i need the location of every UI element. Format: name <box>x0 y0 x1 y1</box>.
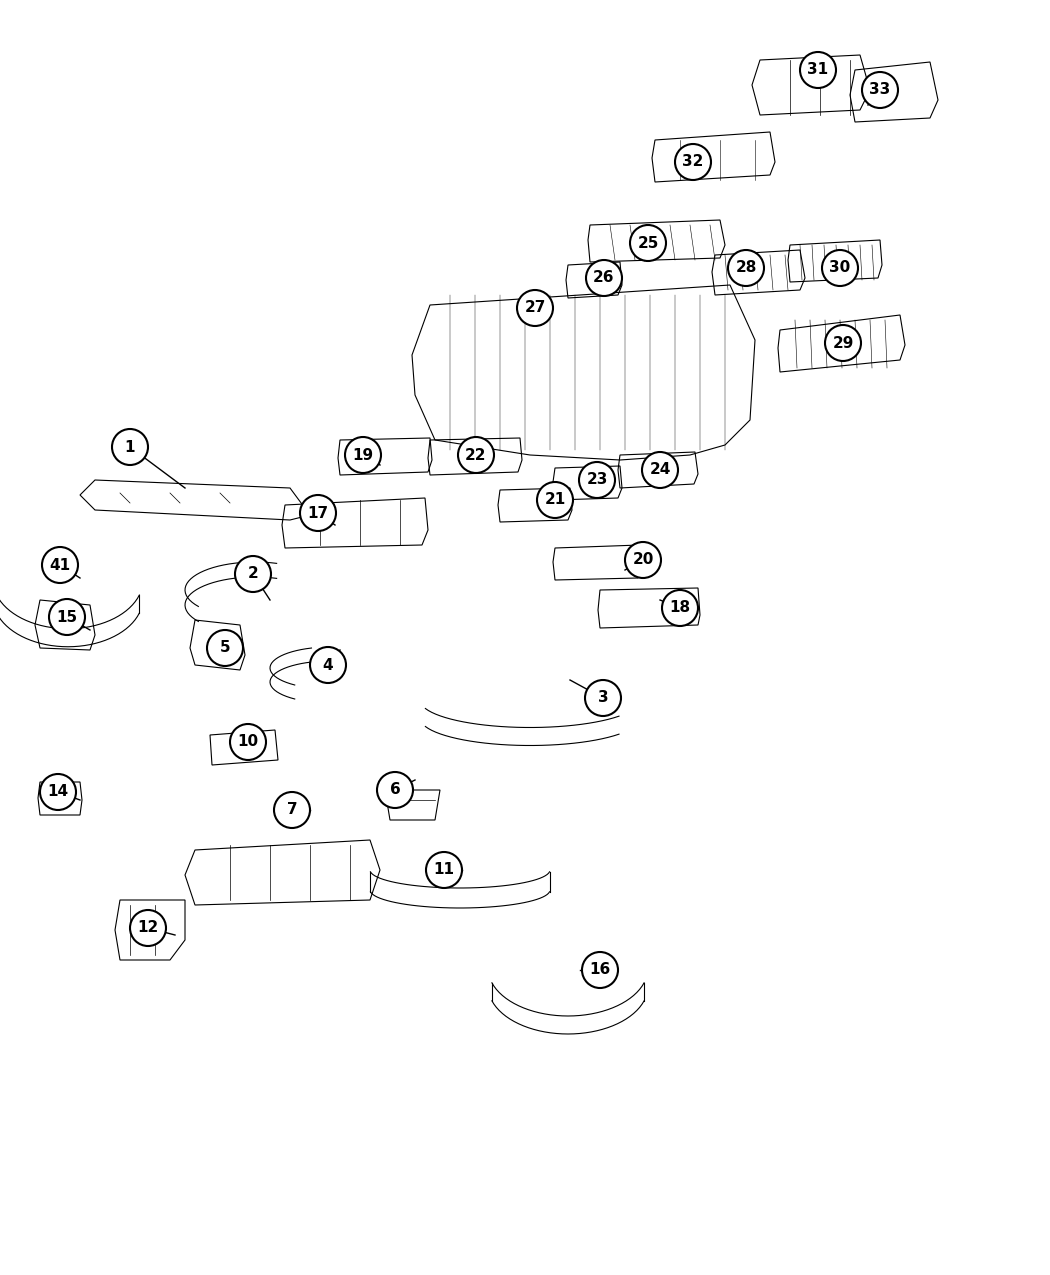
Text: 41: 41 <box>49 557 70 572</box>
Circle shape <box>274 792 310 827</box>
Text: 23: 23 <box>586 473 608 487</box>
Circle shape <box>310 646 347 683</box>
Text: 27: 27 <box>524 301 546 315</box>
Text: 7: 7 <box>287 802 297 817</box>
Text: 30: 30 <box>830 260 850 275</box>
Circle shape <box>586 260 622 296</box>
Circle shape <box>130 910 166 946</box>
Text: 14: 14 <box>47 784 68 799</box>
Circle shape <box>800 52 836 88</box>
Circle shape <box>458 437 494 473</box>
Circle shape <box>625 542 662 578</box>
Circle shape <box>40 774 76 810</box>
Text: 25: 25 <box>637 236 658 250</box>
Text: 22: 22 <box>465 448 487 463</box>
Circle shape <box>42 547 78 583</box>
Circle shape <box>582 952 618 988</box>
Text: 16: 16 <box>589 963 611 978</box>
Text: 11: 11 <box>434 862 455 877</box>
Text: 4: 4 <box>322 658 333 672</box>
Text: 12: 12 <box>138 921 159 936</box>
Circle shape <box>377 771 413 808</box>
Circle shape <box>207 630 243 666</box>
Circle shape <box>822 250 858 286</box>
Circle shape <box>862 71 898 108</box>
Text: 20: 20 <box>632 552 654 567</box>
Circle shape <box>426 852 462 887</box>
Circle shape <box>675 144 711 180</box>
Text: 24: 24 <box>649 463 671 478</box>
Text: 6: 6 <box>390 783 400 797</box>
Text: 5: 5 <box>219 640 230 655</box>
Circle shape <box>630 224 666 261</box>
Circle shape <box>537 482 573 518</box>
Circle shape <box>585 680 621 717</box>
Text: 15: 15 <box>57 609 78 625</box>
Circle shape <box>300 495 336 530</box>
Text: 33: 33 <box>869 83 890 97</box>
Circle shape <box>235 556 271 592</box>
Text: 19: 19 <box>353 448 374 463</box>
Circle shape <box>642 453 678 488</box>
Text: 3: 3 <box>597 691 608 705</box>
Circle shape <box>345 437 381 473</box>
Text: 18: 18 <box>670 601 691 616</box>
Text: 28: 28 <box>735 260 757 275</box>
Text: 21: 21 <box>544 492 566 507</box>
Text: 2: 2 <box>248 566 258 581</box>
Text: 26: 26 <box>593 270 614 286</box>
Circle shape <box>579 462 615 499</box>
Circle shape <box>230 724 266 760</box>
Circle shape <box>728 250 764 286</box>
Circle shape <box>112 428 148 465</box>
Circle shape <box>49 599 85 635</box>
Text: 29: 29 <box>833 335 854 351</box>
Text: 10: 10 <box>237 734 258 750</box>
Circle shape <box>517 289 553 326</box>
Circle shape <box>825 325 861 361</box>
Text: 17: 17 <box>308 505 329 520</box>
Circle shape <box>662 590 698 626</box>
Text: 31: 31 <box>807 62 828 78</box>
Text: 32: 32 <box>682 154 704 170</box>
Text: 1: 1 <box>125 440 135 454</box>
